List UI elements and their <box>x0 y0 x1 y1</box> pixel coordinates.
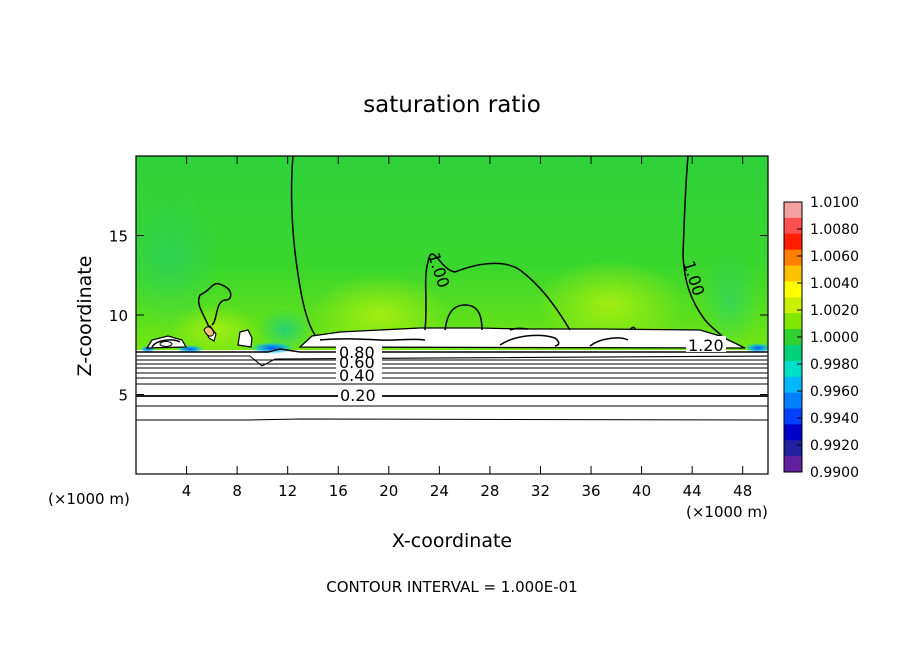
x-tick-label: 32 <box>531 482 550 500</box>
field-patch-cool <box>700 250 760 350</box>
cloud-spot <box>203 326 215 337</box>
y-axis-ticks: 5 10 15 <box>109 228 768 405</box>
contour-band-lines <box>136 348 768 421</box>
colorbar-swatch <box>784 376 802 394</box>
colorbar-swatch <box>784 360 802 378</box>
y-tick-label: 15 <box>109 228 128 246</box>
colorbar-swatch <box>784 456 802 473</box>
contour-label: 0.40 <box>339 366 375 385</box>
colorbar-tick-label: 1.0080 <box>810 222 859 238</box>
x-tick-label: 28 <box>480 482 499 500</box>
colorbar-tick-label: 0.9940 <box>810 411 859 427</box>
contour-labels: 1.00 1.00 1.20 0.80 0.60 0.40 0.20 <box>336 250 726 405</box>
y-axis-unit-label: (×1000 m) <box>48 490 130 508</box>
field-patch-blue <box>250 342 294 354</box>
field-patch-cool <box>136 190 220 330</box>
colorbar-tick-label: 0.9960 <box>810 384 859 400</box>
x-tick-label: 24 <box>430 482 449 500</box>
contour-label: 1.20 <box>688 336 724 355</box>
colorbar-swatch <box>784 424 802 441</box>
colorbar-swatch <box>784 202 802 219</box>
y-axis-title: Z-coordinate <box>74 256 96 377</box>
cloud-region <box>237 329 253 348</box>
x-axis-ticks: 4 8 12 16 20 24 28 32 36 40 44 48 <box>182 156 752 500</box>
x-tick-label: 8 <box>232 482 242 500</box>
x-tick-label: 44 <box>683 482 702 500</box>
colorbar-tick-label: 0.9980 <box>810 357 859 373</box>
colorbar-swatch <box>784 217 802 235</box>
x-tick-label: 4 <box>182 482 192 500</box>
colorbar-tick-label: 0.9920 <box>810 438 859 454</box>
x-tick-label: 36 <box>581 482 600 500</box>
colorbar-swatch <box>784 249 802 267</box>
chart-title: saturation ratio <box>363 92 541 118</box>
colorbar-swatch <box>784 440 802 457</box>
contour-label: 0.80 <box>339 343 375 362</box>
cloud-spot <box>159 341 173 347</box>
x-axis-title: X-coordinate <box>392 530 512 552</box>
x-tick-label: 40 <box>632 482 651 500</box>
colorbar-tick-label: 1.0100 <box>810 195 859 211</box>
contour-interval-note: CONTOUR INTERVAL = 1.000E-01 <box>326 578 577 596</box>
y-tick-label: 10 <box>109 307 128 325</box>
colorbar: 1.0100 1.0080 1.0060 1.0040 1.0020 1.0000 0.99… <box>783 195 859 481</box>
colorbar-tick-label: 1.0000 <box>810 330 859 346</box>
field-patch-cool <box>257 308 313 352</box>
colorbar-swatch <box>784 344 802 362</box>
contour-label-backing <box>686 336 726 352</box>
colorbar-swatch <box>784 392 802 409</box>
colorbar-swatch <box>784 408 802 425</box>
colorbar-tick-label: 1.0020 <box>810 303 859 319</box>
x-tick-label: 20 <box>379 482 398 500</box>
x-tick-label: 16 <box>329 482 348 500</box>
colorbar-swatch <box>784 233 802 251</box>
colorbar-swatch <box>784 281 802 298</box>
contour-label: 0.20 <box>340 386 376 405</box>
x-tick-label: 48 <box>733 482 752 500</box>
x-tick-label: 12 <box>278 482 297 500</box>
colorbar-swatch <box>784 265 802 282</box>
colorbar-tick-label: 1.0060 <box>810 249 859 265</box>
colorbar-swatch <box>784 313 802 330</box>
contour-label: 0.60 <box>339 353 375 372</box>
colorbar-swatch <box>784 297 802 314</box>
x-axis-unit-label: (×1000 m) <box>686 503 768 521</box>
colorbar-tick-label: 1.0040 <box>810 276 859 292</box>
contour-label-backing <box>336 343 382 383</box>
colorbar-tick-label: 0.9900 <box>810 465 859 481</box>
field-patch-warm <box>535 260 685 350</box>
contour-lines-upper <box>151 156 723 348</box>
plot-area <box>136 156 768 474</box>
y-tick-label: 5 <box>118 387 128 405</box>
field-patch-blue <box>744 343 768 353</box>
colorbar-swatch <box>784 329 802 346</box>
contour-label-backing <box>338 388 382 403</box>
